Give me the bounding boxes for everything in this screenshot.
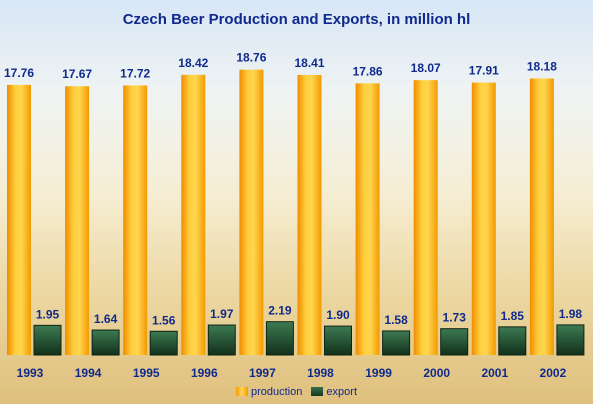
export-value-label: 2.19 (268, 304, 292, 318)
export-value-label: 1.90 (326, 308, 350, 322)
production-bar (65, 86, 90, 355)
production-value-label: 17.67 (62, 67, 92, 81)
production-value-label: 17.72 (120, 66, 150, 80)
x-tick-label: 1996 (191, 366, 218, 380)
production-value-label: 18.42 (178, 56, 208, 70)
x-tick-label: 2002 (540, 366, 567, 380)
export-bar (207, 324, 236, 356)
production-bar (297, 74, 322, 355)
export-value-label: 1.73 (443, 311, 467, 325)
export-value-label: 1.97 (210, 307, 234, 321)
legend-item-production: production (235, 386, 303, 398)
legend-label-production: production (250, 386, 303, 398)
production-bar (413, 80, 438, 356)
x-tick-label: 2001 (481, 366, 508, 380)
export-value-label: 1.95 (36, 307, 60, 321)
x-tick-label: 1999 (365, 366, 392, 380)
export-value-label: 1.58 (384, 313, 408, 327)
export-value-label: 1.56 (152, 313, 176, 327)
production-value-label: 17.91 (469, 64, 499, 78)
export-bar (382, 330, 411, 356)
x-tick-label: 1994 (75, 366, 102, 380)
production-bar (471, 82, 496, 356)
export-bar (498, 326, 527, 356)
x-tick-label: 1995 (133, 366, 160, 380)
export-bar (324, 325, 352, 356)
production-bar (529, 78, 554, 356)
export-bar (33, 324, 62, 356)
x-tick-label: 2000 (423, 366, 450, 380)
legend-item-export: export (311, 386, 357, 398)
production-bar (239, 69, 264, 356)
export-bar (556, 324, 585, 356)
legend-label-export: export (326, 386, 357, 398)
production-value-label: 17.86 (353, 64, 383, 78)
legend: production export (0, 386, 593, 398)
production-value-label: 18.07 (411, 61, 441, 75)
export-bar (265, 321, 294, 356)
production-value-label: 17.76 (4, 66, 34, 80)
production-value-label: 18.18 (527, 59, 557, 73)
x-tick-label: 1993 (17, 366, 44, 380)
x-tick-label: 1997 (249, 366, 276, 380)
chart-title: Czech Beer Production and Exports, in mi… (122, 11, 471, 28)
export-value-label: 1.98 (559, 307, 583, 321)
production-value-label: 18.76 (236, 51, 266, 65)
legend-swatch-production (235, 387, 248, 396)
x-tick-label: 1998 (307, 366, 334, 380)
export-bar (149, 330, 178, 356)
legend-swatch-export (311, 387, 324, 396)
export-bar (91, 329, 120, 356)
production-bar (7, 84, 31, 355)
export-bar (440, 328, 469, 356)
production-bar (355, 83, 380, 355)
export-value-label: 1.64 (94, 312, 118, 326)
production-bar (181, 74, 206, 355)
export-value-label: 1.85 (501, 309, 525, 323)
production-bar (123, 85, 148, 355)
production-value-label: 18.41 (294, 56, 324, 70)
